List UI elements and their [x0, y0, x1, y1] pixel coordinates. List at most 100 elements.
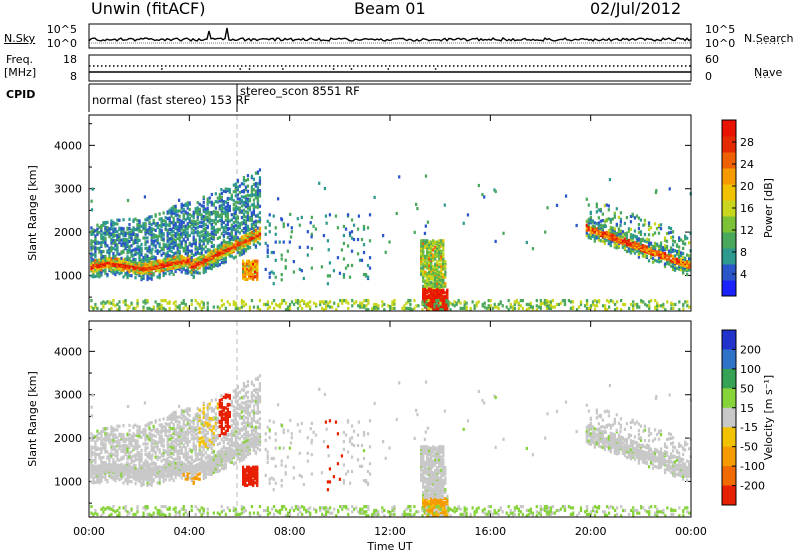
power-cell — [172, 229, 175, 233]
power-cell — [483, 301, 486, 305]
power-cell — [569, 300, 573, 304]
power-cell — [427, 306, 430, 310]
power-cell — [391, 302, 394, 307]
power-cell — [192, 274, 195, 278]
power-cell — [92, 275, 95, 279]
power-cell — [555, 302, 559, 307]
power-cell — [116, 308, 119, 312]
power-cell — [220, 216, 223, 220]
velocity-cell — [158, 456, 161, 460]
velocity-cell — [142, 428, 145, 432]
power-cell — [170, 221, 173, 225]
power-cell — [436, 282, 439, 286]
power-cell — [501, 304, 504, 308]
power-cell — [170, 249, 173, 253]
power-cell — [645, 237, 649, 241]
power-cell — [637, 230, 641, 234]
power-cell — [226, 300, 229, 304]
power-cell — [226, 231, 229, 236]
power-cell — [160, 253, 163, 257]
power-cell — [232, 216, 235, 220]
power-cell — [210, 234, 213, 238]
power-cell — [198, 258, 201, 262]
velocity-cell — [118, 478, 121, 482]
power-cell — [162, 219, 165, 223]
power-cell — [667, 259, 671, 264]
freq-dot — [281, 68, 284, 70]
power-cell — [589, 232, 592, 236]
power-cell — [272, 214, 275, 218]
power-cell — [120, 229, 123, 233]
power-cell — [254, 244, 258, 248]
power-cell — [675, 243, 679, 247]
power-cell — [575, 308, 579, 312]
power-cell — [593, 239, 596, 243]
power-cell — [609, 220, 612, 224]
power-cell — [210, 218, 213, 223]
power-cell — [495, 305, 498, 309]
power-cell — [238, 222, 241, 226]
power-cell — [158, 230, 161, 234]
velocity-cell — [106, 463, 109, 467]
power-cell — [178, 228, 181, 233]
power-cell — [613, 242, 616, 247]
power-cell — [686, 300, 689, 304]
velocity-cell — [110, 447, 113, 451]
power-cell — [629, 247, 633, 251]
power-cell — [650, 299, 653, 303]
power-cell — [625, 231, 629, 235]
power-cell — [116, 252, 119, 256]
power-cell — [633, 216, 637, 220]
power-cell — [246, 200, 250, 204]
power-cell — [142, 222, 145, 226]
power-cell — [583, 304, 587, 308]
power-cell — [435, 301, 438, 305]
power-cell — [148, 306, 151, 310]
power-cell — [208, 217, 211, 221]
velocity-cell — [150, 432, 153, 436]
power-cell — [244, 210, 248, 214]
power-cell — [134, 233, 137, 237]
power-cell — [190, 255, 193, 260]
power-cell — [595, 232, 598, 236]
power-cell — [168, 232, 171, 236]
power-cell — [134, 306, 137, 310]
power-cell — [424, 287, 427, 291]
power-cell — [589, 210, 592, 214]
power-cell — [200, 234, 203, 238]
power-cell — [236, 178, 239, 183]
power-cell — [142, 275, 145, 279]
velocity-cell — [94, 448, 97, 452]
power-cell — [132, 239, 135, 243]
power-cell — [132, 306, 135, 310]
power-cell — [647, 238, 651, 242]
power-cell — [427, 299, 430, 303]
power-cell — [307, 301, 310, 305]
power-cell — [190, 231, 193, 235]
power-cell — [238, 237, 241, 241]
power-cell — [286, 249, 289, 253]
velocity-cell — [168, 448, 171, 452]
power-cell — [375, 302, 378, 307]
power-cell — [609, 232, 612, 236]
velocity-cell — [128, 468, 131, 472]
power-cell — [292, 302, 296, 307]
power-cell — [344, 266, 348, 270]
power-cell — [437, 299, 440, 303]
power-cell — [597, 238, 600, 242]
velocity-cell — [172, 431, 175, 436]
velocity-cell — [122, 424, 125, 428]
power-cell — [214, 210, 217, 214]
velocity-cell — [166, 434, 169, 438]
power-cell — [428, 282, 431, 286]
velocity-cell — [108, 467, 111, 471]
power-cell — [126, 274, 129, 278]
power-cell — [208, 236, 211, 240]
power-cell — [345, 299, 348, 303]
power-cell — [252, 238, 256, 242]
power-cell — [525, 308, 528, 312]
power-cell — [154, 300, 157, 304]
power-cell — [152, 272, 155, 276]
power-cell — [180, 301, 183, 305]
